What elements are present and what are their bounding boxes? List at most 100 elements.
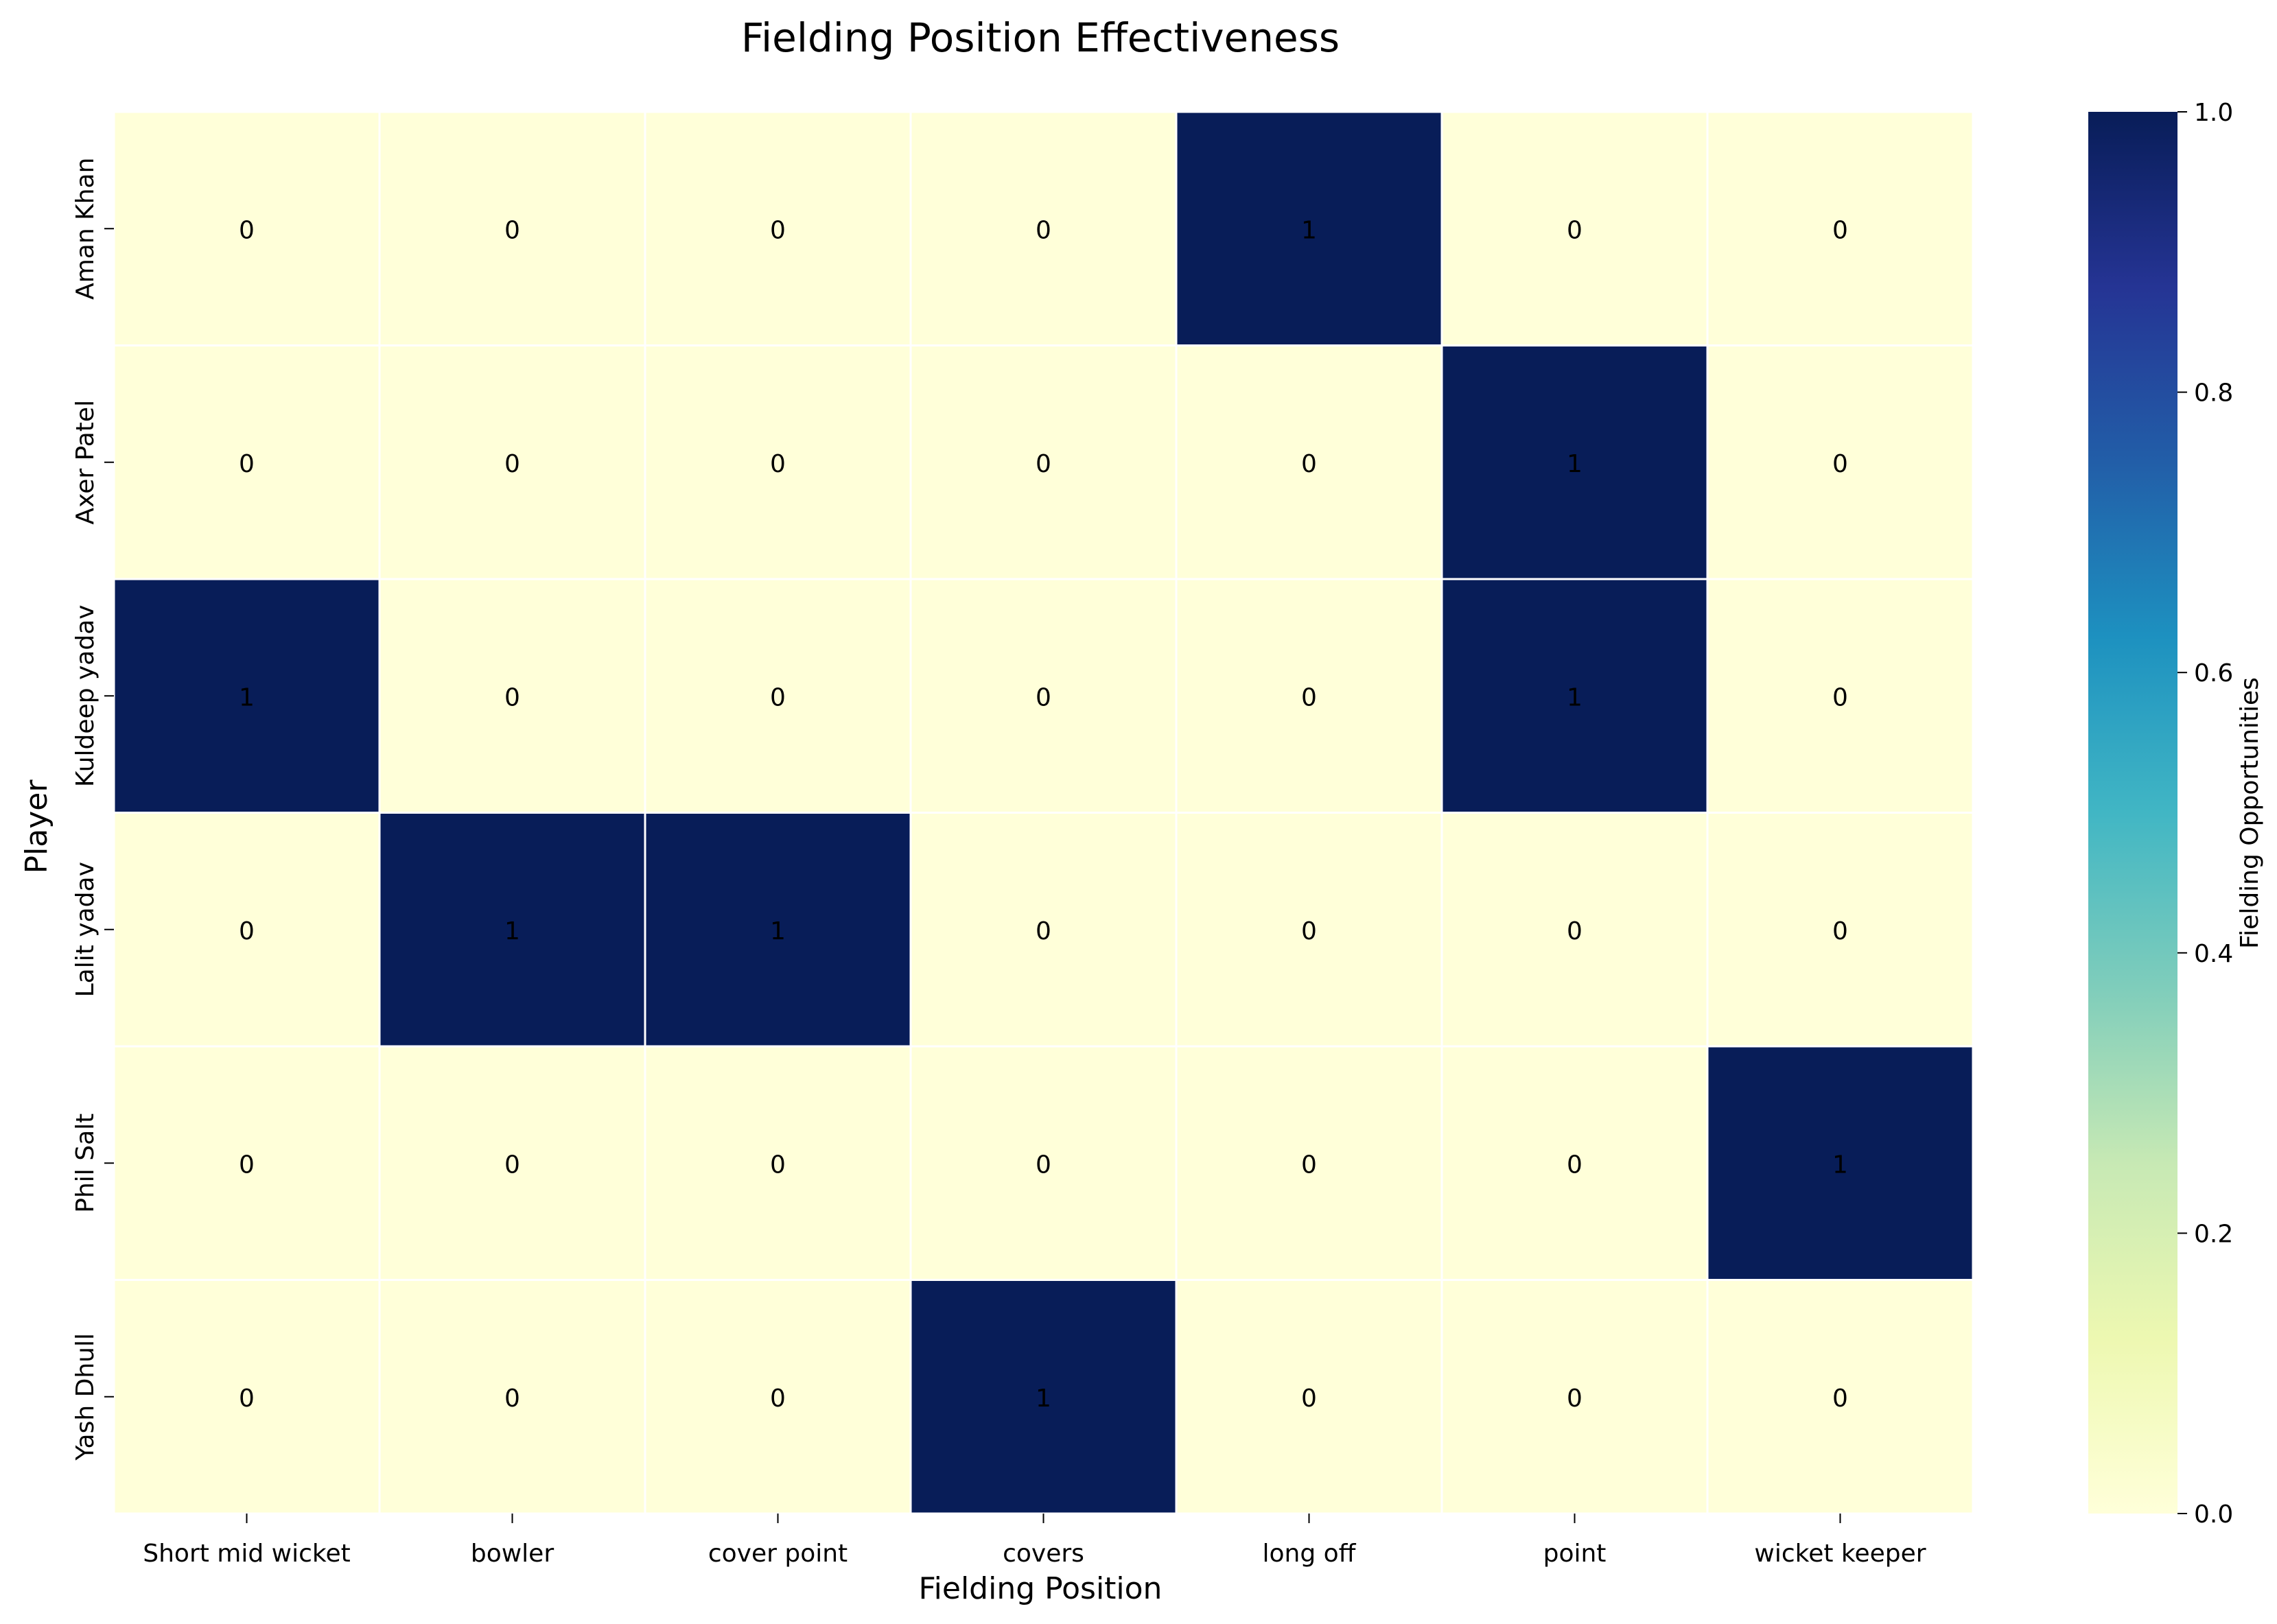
- heatmap-cell: [1440, 578, 1709, 814]
- y-tick-label: Axer Patel: [71, 400, 100, 525]
- heatmap-cell: [113, 1045, 381, 1281]
- y-tick-label: Yash Dhull: [71, 1333, 100, 1461]
- heatmap-cell: [909, 1279, 1178, 1515]
- cell-value-label: 1: [504, 917, 520, 945]
- cell-value-label: 0: [1036, 450, 1051, 478]
- cell-value-label: 0: [1832, 216, 1848, 244]
- colorbar-tick-label: 0.4: [2194, 940, 2233, 968]
- x-tick-label: Short mid wicket: [143, 1540, 350, 1568]
- heatmap-cell: [378, 1279, 646, 1515]
- cell-value-label: 0: [1567, 917, 1583, 945]
- heatmap-cell: [1706, 578, 1974, 814]
- cell-value-label: 1: [770, 917, 786, 945]
- cell-value-label: 0: [1301, 1151, 1317, 1179]
- colorbar-ticks: 0.0 0.2 0.4 0.6 0.8 1.0: [2177, 99, 2233, 1529]
- heatmap-cell: [644, 1045, 912, 1281]
- cell-value-label: 0: [504, 1385, 520, 1413]
- colorbar-tick-label: 1.0: [2194, 99, 2233, 127]
- colorbar-label: Fielding Opportunities: [2236, 677, 2264, 949]
- x-axis: Short mid wicket bowler cover point covers l…: [143, 1514, 1926, 1568]
- cell-value-label: 0: [1301, 917, 1317, 945]
- cell-value-label: 0: [239, 1385, 255, 1413]
- heatmap-cell: [113, 110, 381, 346]
- cell-value-label: 0: [239, 917, 255, 945]
- colorbar-tick-label: 0.2: [2194, 1220, 2233, 1248]
- cell-value-label: 0: [770, 1385, 786, 1413]
- heatmap-cell: [1706, 812, 1974, 1048]
- heatmap-cell: [113, 578, 381, 814]
- cell-value-label: 1: [1567, 683, 1583, 711]
- heatmap-cell: [644, 578, 912, 814]
- cell-value-label: 0: [1567, 1385, 1583, 1413]
- heatmap-cell: [1175, 110, 1443, 346]
- x-tick-label: cover point: [708, 1540, 848, 1568]
- chart-title: Fielding Position Effectiveness: [741, 14, 1340, 61]
- cell-value-label: 1: [1567, 450, 1583, 478]
- heatmap-cell: [1440, 812, 1709, 1048]
- colorbar-tick-label: 0.0: [2194, 1501, 2233, 1529]
- cell-value-label: 0: [1832, 450, 1848, 478]
- heatmap-cell: [1706, 1279, 1974, 1515]
- heatmap-cell: [1440, 344, 1709, 580]
- cell-value-label: 0: [1036, 917, 1051, 945]
- y-tick-label: Phil Salt: [71, 1114, 100, 1213]
- cell-value-label: 0: [1036, 1151, 1051, 1179]
- cell-value-label: 0: [1301, 1385, 1317, 1413]
- heatmap-cell: [113, 1279, 381, 1515]
- cell-value-label: 0: [1832, 1385, 1848, 1413]
- cell-value-label: 0: [1301, 683, 1317, 711]
- cell-value-label: 0: [1036, 216, 1051, 244]
- heatmap-cell: [1175, 1279, 1443, 1515]
- y-tick-label: Kuldeep yadav: [71, 604, 100, 787]
- colorbar-tick-label: 0.6: [2194, 659, 2233, 687]
- x-tick-label: long off: [1263, 1540, 1357, 1568]
- cell-value-label: 0: [1832, 683, 1848, 711]
- cell-value-label: 0: [239, 1151, 255, 1179]
- x-tick-label: covers: [1003, 1540, 1084, 1568]
- cell-value-label: 0: [770, 216, 786, 244]
- cell-value-label: 1: [1036, 1385, 1051, 1413]
- heatmap-cell: [909, 812, 1178, 1048]
- x-tick-label: bowler: [471, 1540, 554, 1568]
- heatmap-cell: [378, 578, 646, 814]
- heatmap-cell: [909, 110, 1178, 346]
- colorbar-gradient: [2088, 112, 2177, 1514]
- colorbar: [2088, 112, 2177, 1514]
- cell-value-label: 0: [504, 1151, 520, 1179]
- cell-value-label: 1: [1832, 1151, 1848, 1179]
- heatmap-cell: [644, 344, 912, 580]
- cell-value-label: 0: [770, 450, 786, 478]
- x-axis-label: Fielding Position: [919, 1571, 1163, 1606]
- heatmap-cell: [113, 344, 381, 580]
- cell-value-label: 0: [1567, 1151, 1583, 1179]
- cell-value-label: 0: [770, 683, 786, 711]
- heatmap-cell-labels: 0 0 0 0 1 0 0 0 0 0 0 0 1 0 1 0 0 0 0 1 0 0 1 1 0 0 0 0 0 0 0 0 0 0 1 0 0 0 1 0…: [239, 216, 1848, 1413]
- heatmap-cell: [644, 1279, 912, 1515]
- cell-value-label: 0: [770, 1151, 786, 1179]
- cell-value-label: 0: [1036, 683, 1051, 711]
- colorbar-tick-label: 0.8: [2194, 379, 2233, 408]
- cell-value-label: 0: [1567, 216, 1583, 244]
- heatmap-cell: [1706, 1045, 1974, 1281]
- cell-value-label: 0: [239, 450, 255, 478]
- cell-value-label: 0: [504, 683, 520, 711]
- heatmap-cell: [378, 812, 646, 1048]
- x-tick-label: point: [1543, 1540, 1607, 1568]
- heatmap-cell: [1706, 344, 1974, 580]
- y-axis-label: Player: [19, 779, 54, 874]
- cell-value-label: 0: [1832, 917, 1848, 945]
- heatmap-cell: [1440, 110, 1709, 346]
- heatmap-cell: [113, 812, 381, 1048]
- heatmap-cell: [644, 110, 912, 346]
- heatmap-cell: [1175, 578, 1443, 814]
- cell-value-label: 0: [504, 450, 520, 478]
- heatmap-cells: [113, 110, 1974, 1515]
- cell-value-label: 0: [504, 216, 520, 244]
- cell-value-label: 1: [239, 683, 255, 711]
- heatmap-cell: [378, 110, 646, 346]
- heatmap-cell: [1175, 344, 1443, 580]
- y-tick-label: Aman Khan: [71, 158, 100, 300]
- cell-value-label: 1: [1301, 216, 1317, 244]
